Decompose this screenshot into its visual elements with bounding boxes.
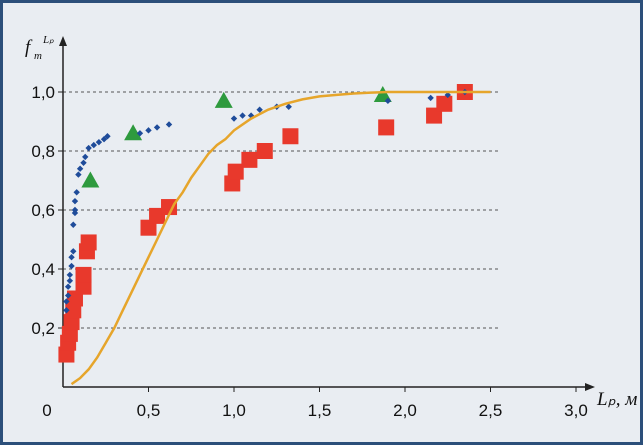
data-marks [58,84,491,386]
dot-point [90,141,97,149]
chart: 0 0,5 1,0 1,5 2,0 2,5 3,0 0,2 0,4 0,6 0,8 1,0 f mLₚ L… [25,34,637,420]
dot-point [68,254,75,261]
square-point [241,151,258,168]
dot-point [104,133,111,140]
dot-point [70,248,77,255]
dot-point [285,103,292,110]
dot-point [63,307,70,314]
tick-labels: 0 0,5 1,0 1,5 2,0 2,5 3,0 0,2 0,4 0,6 0,8 1,0 [31,83,587,420]
square-point [227,163,244,180]
dot-point [427,94,434,102]
dot-point [95,138,103,146]
dot-point [75,171,82,178]
gridlines [63,91,500,329]
y-axis-label-subscript: m [34,50,42,62]
x-tick-label: 3,0 [564,401,588,420]
dot-point [153,124,161,131]
dot-point [64,292,72,299]
y-axis-arrow [59,36,67,46]
x-tick-label: 1,0 [222,401,246,420]
square-point [161,199,178,216]
square-point [436,95,453,112]
y-tick-label: 0,4 [31,260,55,279]
dot-point [63,298,70,305]
y-tick-label: 0,6 [31,201,55,220]
dot-point [136,130,144,137]
dot-point [145,127,152,134]
dot-point [71,197,79,205]
y-axis-label-superscript: Lₚ [42,34,54,46]
y-tick-label: 1,0 [31,83,55,102]
y-tick-label: 0,2 [31,319,55,338]
dot-point [85,144,92,152]
dot-point [73,189,80,196]
dot-point [444,91,451,99]
dot-point [70,221,77,228]
square-point [256,143,273,159]
x-tick-label: 1,5 [308,401,332,420]
x-tick-label: 0,5 [137,401,161,420]
axes [58,36,595,392]
triangle-point [373,85,392,102]
axis-labels: f mLₚ Lₚ, м [25,34,637,410]
x-tick-label: 2,5 [479,401,503,420]
y-axis-label: f [25,37,33,58]
x-tick-label: 2,0 [393,401,417,420]
dot-point [239,112,246,119]
dot-point [68,262,75,270]
square-point [282,128,299,145]
triangle-point [124,124,143,141]
dot-point [384,97,392,105]
triangle-point [81,171,100,188]
dot-point [80,159,87,166]
y-tick-label: 0,8 [31,142,55,161]
x-tick-label: 0 [42,401,51,420]
square-point [378,119,395,136]
dot-point [66,277,74,284]
square-point [75,266,92,283]
square-point [80,234,97,251]
dot-point [76,165,84,172]
model-curve [70,90,491,386]
dot-point [256,106,263,113]
dot-point [82,153,89,161]
dot-point [230,115,238,122]
dot-point [66,271,74,279]
dot-point [165,121,173,128]
dot-point [64,283,72,290]
dot-point [71,206,79,214]
x-axis-arrow [585,383,595,391]
x-axis-label: Lₚ, м [596,389,637,410]
triangle-point [214,91,233,108]
